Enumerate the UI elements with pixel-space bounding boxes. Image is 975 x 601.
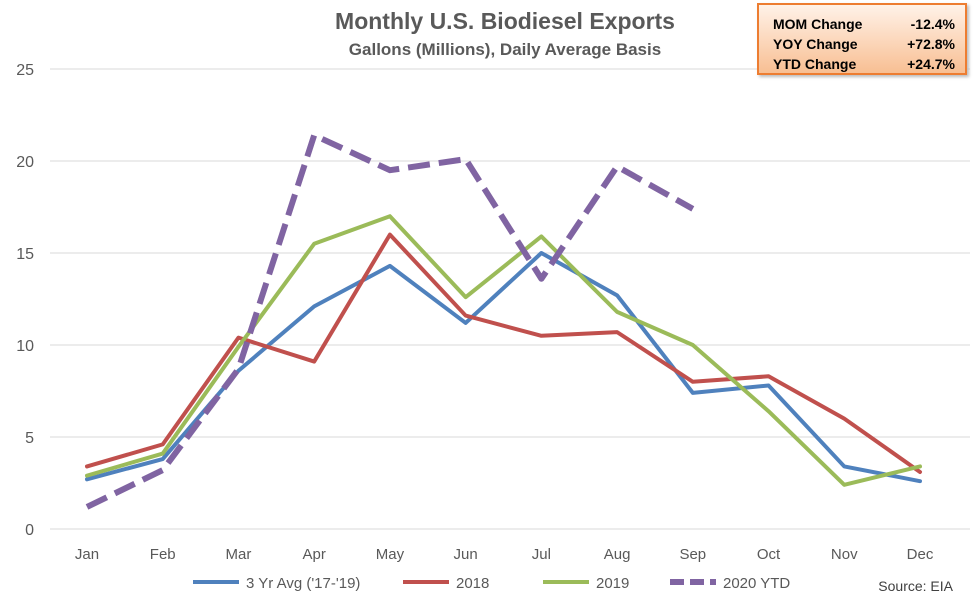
y-tick-label: 20: [16, 154, 34, 171]
series-line-2018: [85, 232, 922, 474]
x-tick-label: Jul: [532, 546, 551, 563]
x-tick-label: Sep: [679, 546, 706, 563]
series-line-3-yr-avg-17-19-: [85, 251, 922, 484]
x-tick-label: Mar: [226, 546, 252, 563]
series-line-2020-ytd: [85, 132, 695, 510]
x-tick-label: Apr: [303, 546, 326, 563]
y-tick-label: 0: [25, 522, 34, 539]
x-tick-label: Oct: [757, 546, 781, 563]
legend-label: 2019: [596, 575, 629, 592]
stat-label: YOY Change: [773, 36, 858, 52]
x-tick-label: May: [376, 546, 405, 563]
chart-subtitle: Gallons (Millions), Daily Average Basis: [348, 40, 662, 59]
y-tick-label: 15: [16, 246, 34, 263]
stat-row-yoy: YOY Change +72.8%: [773, 34, 955, 54]
x-tick-label: Jan: [75, 546, 99, 563]
stat-row-mom: MOM Change -12.4%: [773, 14, 955, 34]
x-tick-label: Aug: [604, 546, 631, 563]
chart-title: Monthly U.S. Biodiesel Exports: [335, 8, 675, 34]
stat-value: +24.7%: [907, 56, 955, 72]
x-tick-label: Jun: [454, 546, 478, 563]
x-tick-label: Nov: [831, 546, 858, 563]
y-tick-label: 25: [16, 62, 34, 79]
legend-label: 3 Yr Avg ('17-'19): [246, 575, 360, 592]
legend-label: 2018: [456, 575, 489, 592]
series-line-2019: [85, 214, 922, 487]
stat-value: +72.8%: [907, 36, 955, 52]
stat-label: MOM Change: [773, 16, 863, 32]
stat-row-ytd: YTD Change +24.7%: [773, 54, 955, 74]
source-note: Source: EIA: [878, 578, 953, 594]
legend-label: 2020 YTD: [723, 575, 790, 592]
stat-label: YTD Change: [773, 56, 857, 72]
change-stats-box: MOM Change -12.4% YOY Change +72.8% YTD Ch…: [757, 3, 967, 75]
y-tick-label: 10: [16, 338, 34, 355]
x-tick-label: Feb: [150, 546, 176, 563]
y-tick-label: 5: [25, 430, 34, 447]
stat-value: -12.4%: [910, 16, 955, 32]
x-tick-label: Dec: [907, 546, 934, 563]
